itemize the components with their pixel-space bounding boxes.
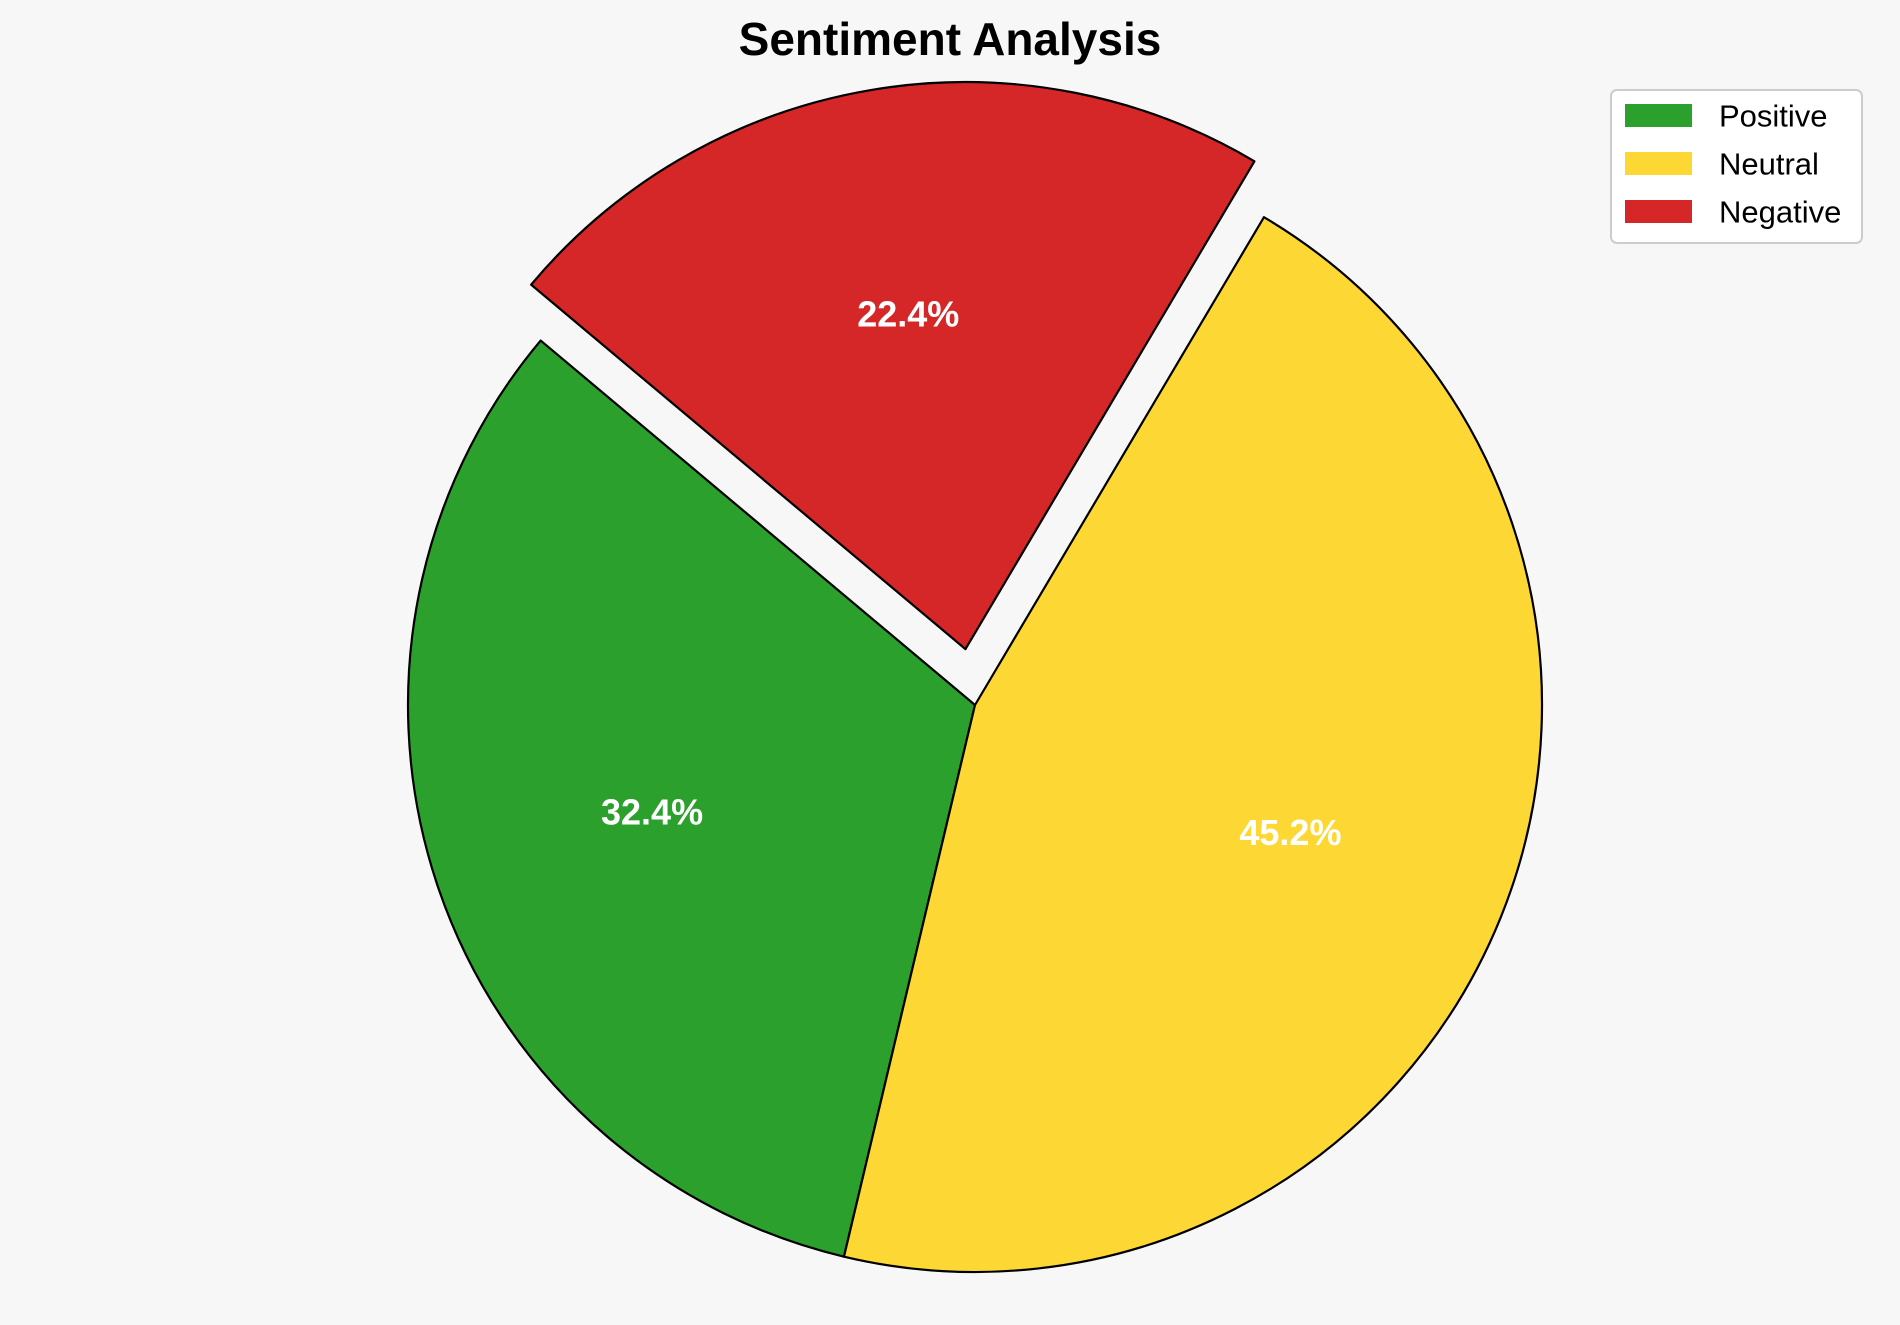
pie-labels: 32.4% 45.2% 22.4% [601,293,1341,853]
legend-label-neutral: Neutral [1719,147,1819,182]
legend-label-positive: Positive [1719,99,1828,134]
pie-label-neutral: 45.2% [1239,812,1341,853]
legend-swatch-positive [1625,104,1692,127]
legend-swatch-negative [1625,200,1692,223]
pie-label-negative: 22.4% [857,293,959,334]
pie-slice-negative [530,81,1256,651]
pie-slice-neutral [842,216,1544,1274]
chart-legend: Positive Neutral Negative [1610,89,1863,244]
pie-slices [406,81,1544,1274]
legend-label-negative: Negative [1719,195,1841,230]
chart-title: Sentiment Analysis [739,13,1162,65]
pie-slice-positive [406,339,977,1258]
legend-swatch-neutral [1625,152,1692,175]
pie-label-positive: 32.4% [601,791,703,832]
